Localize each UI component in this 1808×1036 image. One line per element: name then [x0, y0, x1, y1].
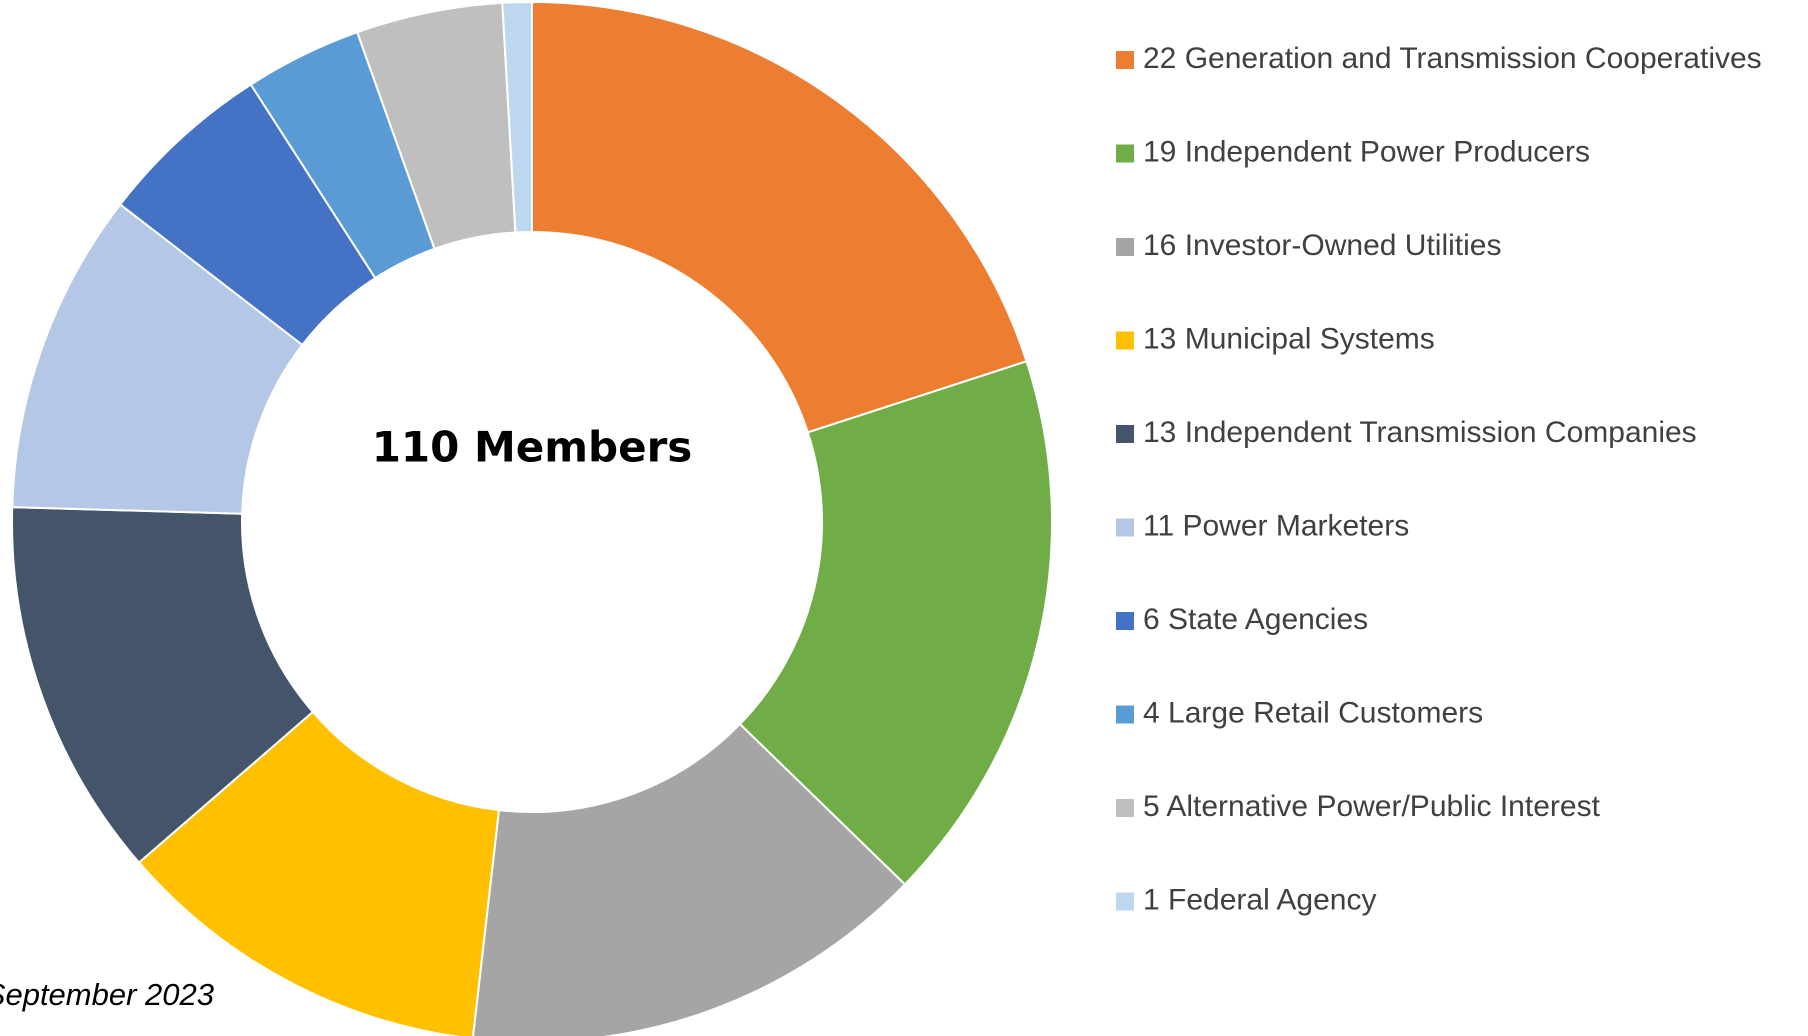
- legend-swatch: [1116, 144, 1134, 163]
- slice: [11, 506, 315, 864]
- legend-label: 6 State Agencies: [1143, 603, 1368, 636]
- legend-swatch: [1116, 705, 1134, 724]
- legend-label: 4 Large Retail Customers: [1143, 696, 1483, 729]
- center-label: 110 Members: [372, 423, 693, 472]
- footnote: September 2023: [0, 977, 214, 1012]
- legend-swatch: [1116, 612, 1134, 630]
- legend-swatch: [1116, 238, 1134, 256]
- slice: [531, 0, 1028, 434]
- legend-label: 5 Alternative Power/Public Interest: [1143, 790, 1601, 823]
- legend-swatch: [1116, 799, 1134, 817]
- legend-label: 11 Power Marketers: [1143, 509, 1409, 542]
- legend-label: 22 Generation and Transmission Cooperati…: [1143, 42, 1762, 75]
- legend-label: 1 Federal Agency: [1143, 883, 1376, 916]
- legend-swatch: [1116, 892, 1134, 911]
- legend-label: 13 Municipal Systems: [1143, 322, 1435, 355]
- slice: [501, 0, 533, 234]
- slice: [11, 203, 304, 515]
- legend-swatch: [1116, 51, 1134, 69]
- slice: [137, 710, 501, 1036]
- legend-label: 13 Independent Transmission Companies: [1143, 416, 1697, 449]
- legend-swatch: [1116, 518, 1134, 537]
- legend-swatch: [1116, 331, 1134, 350]
- slice: [738, 360, 1053, 886]
- slice: [472, 722, 907, 1036]
- legend-label: 16 Investor-Owned Utilities: [1143, 229, 1501, 262]
- legend-swatch: [1116, 425, 1134, 443]
- legend-label: 19 Independent Power Producers: [1143, 135, 1590, 168]
